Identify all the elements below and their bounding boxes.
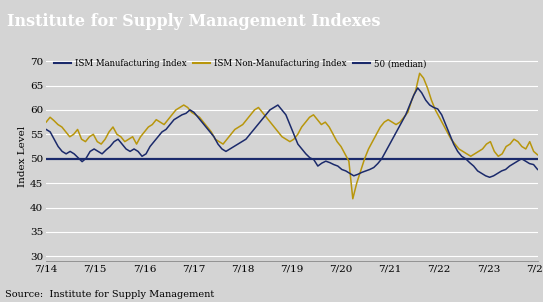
Text: Institute for Supply Management Indexes: Institute for Supply Management Indexes xyxy=(7,13,380,30)
Y-axis label: Index Level: Index Level xyxy=(18,126,27,187)
Legend: ISM Manufacturing Index, ISM Non-Manufacturing Index, 50 (median): ISM Manufacturing Index, ISM Non-Manufac… xyxy=(50,56,430,72)
Text: Source:  Institute for Supply Management: Source: Institute for Supply Management xyxy=(5,290,214,299)
